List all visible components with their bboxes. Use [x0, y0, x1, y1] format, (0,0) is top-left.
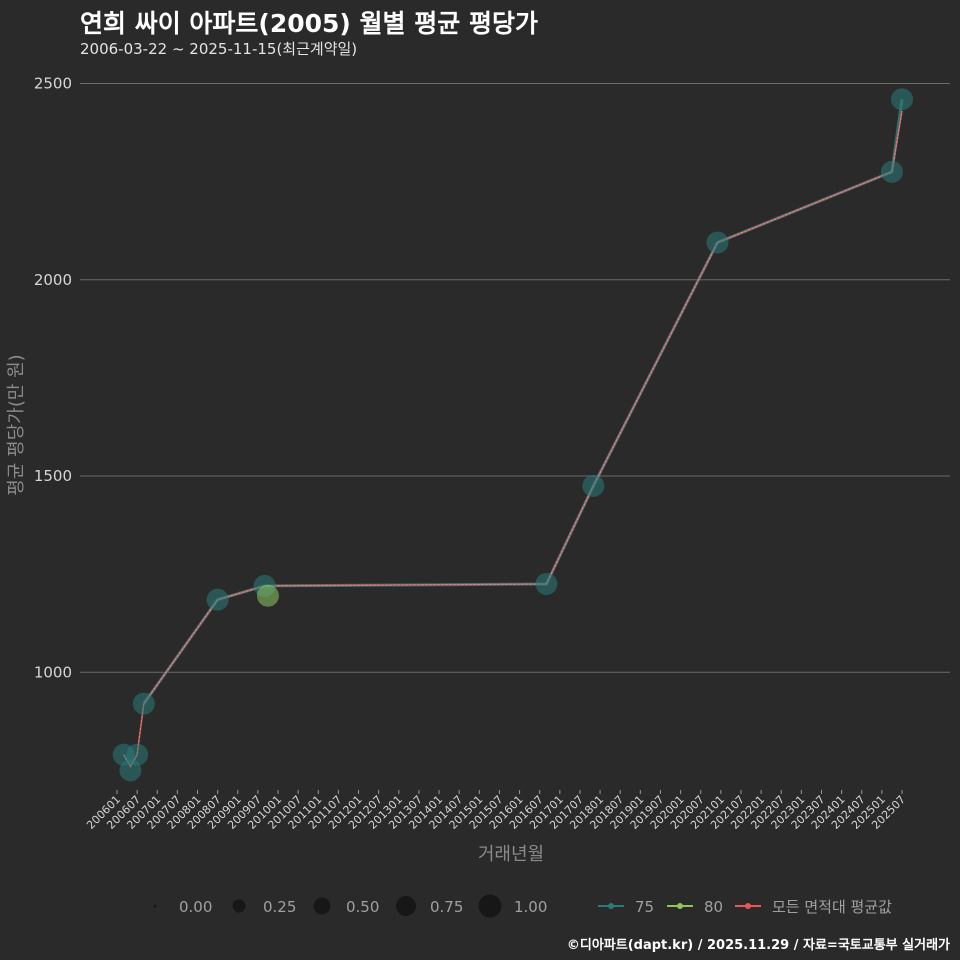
- source-caption: ©디아파트(dapt.kr) / 2025.11.29 / 자료=국토교통부 실…: [566, 938, 950, 953]
- legend-line-label: 80: [704, 898, 723, 916]
- series-line-average: [123, 110, 903, 769]
- legend-size-label: 0.75: [430, 898, 463, 916]
- legend-line-dot: [745, 903, 751, 909]
- chart-subtitle: 2006-03-22 ~ 2025-11-15(최근계약일): [80, 40, 358, 58]
- grid-lines: [80, 83, 950, 673]
- y-tick-label: 1000: [34, 663, 72, 681]
- y-tick-label: 2000: [34, 271, 72, 289]
- point-75-202504: [880, 160, 903, 183]
- y-tick-labels: 1000 1500 2000 2500: [34, 75, 72, 682]
- y-tick-label: 1500: [34, 467, 72, 485]
- y-axis-label: 평균 평당가(만 원): [6, 354, 27, 495]
- point-75-202507: [891, 88, 913, 111]
- legend-size-label: 1.00: [514, 898, 547, 916]
- point-75-201609: [535, 572, 558, 595]
- chart-title: 연희 싸이 아파트(2005) 월별 평균 평당가: [80, 9, 538, 38]
- legend-size-dot: [232, 899, 246, 913]
- legend: 0.00 0.25 0.50 0.75 1.00 75 80 모든 면적대 평균값: [153, 894, 892, 918]
- point-75-200607: [126, 743, 149, 766]
- legend-size-label: 0.25: [263, 898, 296, 916]
- legend-size-dot: [396, 896, 416, 916]
- legend-size-dot: [153, 904, 157, 908]
- legend-line-label: 75: [635, 898, 654, 916]
- point-80-200910: [256, 584, 279, 607]
- series-points: [112, 88, 913, 782]
- legend-line-dot: [608, 903, 614, 909]
- point-75-200807: [206, 588, 229, 611]
- series-lines: [123, 98, 904, 769]
- legend-size-dot: [313, 897, 331, 915]
- legend-line-label: 모든 면적대 평균값: [772, 898, 892, 916]
- x-tick-labels: 2006012006072007012007072008012008072009…: [84, 790, 908, 832]
- y-tick-label: 2500: [34, 75, 72, 93]
- legend-size-label: 0.50: [346, 898, 379, 916]
- legend-size-label: 0.00: [179, 898, 212, 916]
- legend-line-dot: [677, 903, 683, 909]
- x-axis-label: 거래년월: [478, 844, 544, 865]
- legend-size-dot: [478, 894, 502, 918]
- series-line-average-dots: [123, 110, 903, 768]
- series-line-75: [142, 98, 904, 705]
- point-75-202012: [706, 231, 729, 254]
- point-75-200609: [132, 692, 155, 715]
- point-75-201711: [582, 474, 605, 497]
